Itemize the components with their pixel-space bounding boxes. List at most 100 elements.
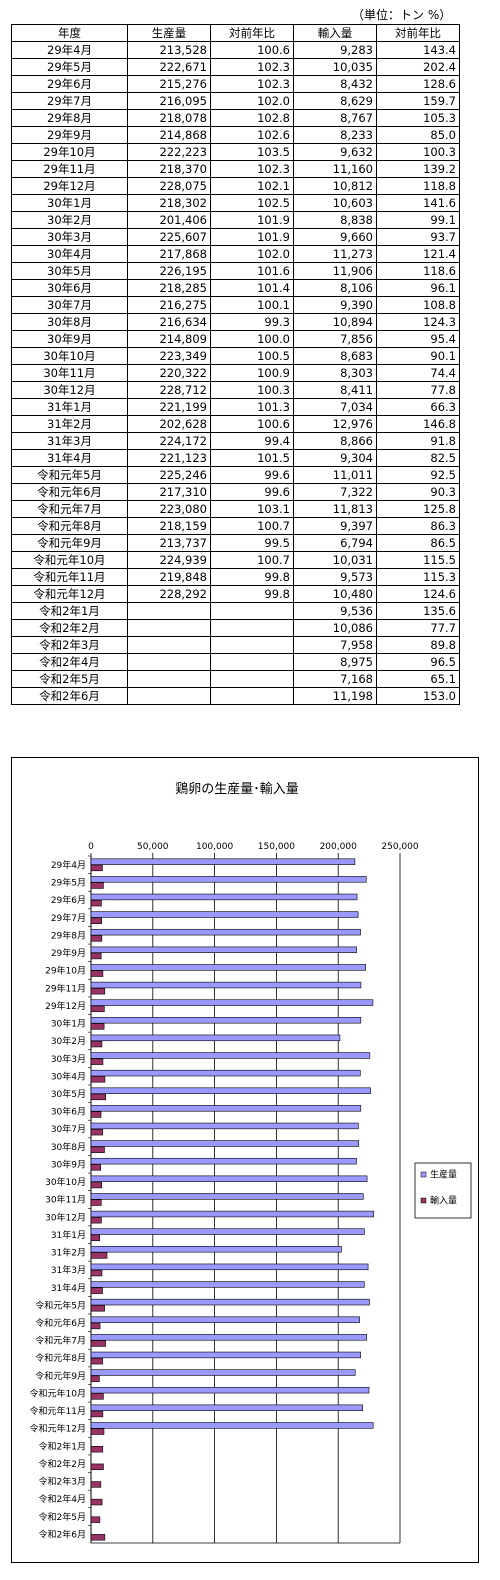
- cell-year: 30年2月: [11, 211, 128, 229]
- unit-note: （単位：トン %）: [352, 8, 452, 22]
- cell-production-yoy: 102.5: [210, 194, 294, 212]
- cell-production-yoy: 99.6: [210, 483, 294, 501]
- bar-production: [90, 1228, 365, 1235]
- cell-production: 221,199: [127, 398, 211, 416]
- cell-production: 218,285: [127, 279, 211, 297]
- table-row: 31年4月 221,123 101.5 9,304 82.5: [11, 449, 460, 467]
- cell-production: 222,223: [127, 143, 211, 161]
- category-label: 30年6月: [51, 1106, 86, 1118]
- category-label: 29年6月: [51, 894, 86, 906]
- chart-area: 鶏卵の生産量･輸入量 0 50,000 100,000 150,000 200,000 2…: [11, 757, 479, 1563]
- x-tick-label: 50,000: [137, 842, 169, 852]
- bar-imports: [90, 1516, 101, 1523]
- cell-imports: 8,303: [293, 364, 377, 382]
- cell-production: [127, 653, 211, 671]
- cell-imports: 11,160: [293, 160, 377, 178]
- cell-year: 29年8月: [11, 109, 128, 127]
- bar-production: [90, 1316, 360, 1323]
- category-label: 令和元年6月: [35, 1317, 86, 1329]
- bar-imports: [90, 917, 102, 924]
- cell-production-yoy: 102.3: [210, 75, 294, 93]
- cell-imports-yoy: 95.4: [376, 330, 460, 348]
- cell-year: 令和2年4月: [11, 653, 128, 671]
- cell-year: 29年7月: [11, 92, 128, 110]
- cell-production-yoy: 99.8: [210, 585, 294, 603]
- cell-production-yoy: 101.9: [210, 211, 294, 229]
- cell-year: 30年9月: [11, 330, 128, 348]
- bar-production: [90, 981, 362, 989]
- x-tick-label: 150,000: [258, 842, 295, 852]
- category-label: 30年11月: [45, 1194, 86, 1206]
- bar-imports: [90, 1393, 104, 1400]
- table-row: 30年6月 218,285 101.4 8,106 96.1: [11, 279, 460, 297]
- table-row: 31年2月 202,628 100.6 12,976 146.8: [11, 415, 460, 433]
- category-label: 令和2年6月: [39, 1528, 86, 1540]
- bar-imports: [90, 1305, 105, 1312]
- x-tick-label: 250,000: [381, 842, 418, 852]
- cell-year: 令和2年2月: [11, 619, 128, 637]
- bar-production: [90, 1069, 361, 1077]
- cell-imports: 8,432: [293, 75, 377, 93]
- cell-production: 215,276: [127, 75, 211, 93]
- cell-imports-yoy: 93.7: [376, 228, 460, 246]
- header-year: 年度: [11, 24, 128, 42]
- category-label: 令和元年10月: [30, 1387, 86, 1399]
- table-row: 30年4月 217,868 102.0 11,273 121.4: [11, 245, 460, 263]
- category-label: 30年9月: [51, 1158, 86, 1170]
- cell-year: 29年5月: [11, 58, 128, 76]
- cell-year: 30年12月: [11, 381, 128, 399]
- category-label: 30年10月: [45, 1176, 86, 1188]
- cell-imports: 12,976: [293, 415, 377, 433]
- cell-imports-yoy: 96.1: [376, 279, 460, 297]
- cell-production-yoy: 100.5: [210, 347, 294, 365]
- bar-imports: [90, 1164, 102, 1171]
- cell-production: 216,095: [127, 92, 211, 110]
- cell-imports-yoy: 65.1: [376, 670, 460, 688]
- table-row: 31年1月 221,199 101.3 7,034 66.3: [11, 398, 460, 416]
- cell-imports: 8,683: [293, 347, 377, 365]
- cell-imports-yoy: 105.3: [376, 109, 460, 127]
- bar-imports: [90, 1498, 103, 1506]
- cell-imports: 10,894: [293, 313, 377, 331]
- chart-legend: 生産量 輸入量: [414, 1162, 472, 1219]
- bar-imports: [90, 1463, 104, 1471]
- cell-production: 221,123: [127, 449, 211, 467]
- cell-production-yoy: 100.6: [210, 41, 294, 59]
- bar-imports: [90, 1199, 102, 1206]
- cell-imports: 7,168: [293, 670, 377, 688]
- category-label: 30年5月: [51, 1088, 86, 1100]
- category-label: 31年2月: [51, 1247, 86, 1259]
- cell-imports: 8,629: [293, 92, 377, 110]
- category-label: 29年10月: [45, 965, 86, 977]
- chart-title: 鶏卵の生産量･輸入量: [175, 781, 299, 797]
- cell-imports-yoy: 135.6: [376, 602, 460, 620]
- bar-imports: [90, 1058, 104, 1065]
- cell-imports: 10,086: [293, 619, 377, 637]
- cell-production-yoy: [210, 687, 294, 705]
- cell-production: [127, 619, 211, 637]
- cell-year: 令和2年1月: [11, 602, 128, 620]
- cell-year: 令和元年6月: [11, 483, 128, 501]
- category-label: 31年3月: [51, 1264, 86, 1276]
- cell-production-yoy: [210, 602, 294, 620]
- category-label: 29年7月: [51, 912, 86, 924]
- cell-imports-yoy: 99.1: [376, 211, 460, 229]
- cell-imports-yoy: 118.6: [376, 262, 460, 280]
- table-row: 29年12月 228,075 102.1 10,812 118.8: [11, 177, 460, 195]
- table-row: 令和2年5月 7,168 65.1: [11, 670, 460, 688]
- cell-year: 30年6月: [11, 279, 128, 297]
- cell-year: 30年3月: [11, 228, 128, 246]
- cell-imports: 10,812: [293, 177, 377, 195]
- cell-production: 202,628: [127, 415, 211, 433]
- bar-imports: [90, 1375, 100, 1382]
- cell-imports-yoy: 90.3: [376, 483, 460, 501]
- cell-imports-yoy: 100.3: [376, 143, 460, 161]
- bar-imports: [90, 1340, 106, 1347]
- cell-year: 令和元年8月: [11, 517, 128, 535]
- cell-imports: 9,632: [293, 143, 377, 161]
- cell-year: 30年11月: [11, 364, 128, 382]
- category-label: 30年4月: [51, 1070, 86, 1082]
- bar-imports: [90, 1040, 103, 1048]
- cell-production: 224,939: [127, 551, 211, 569]
- cell-production: [127, 670, 211, 688]
